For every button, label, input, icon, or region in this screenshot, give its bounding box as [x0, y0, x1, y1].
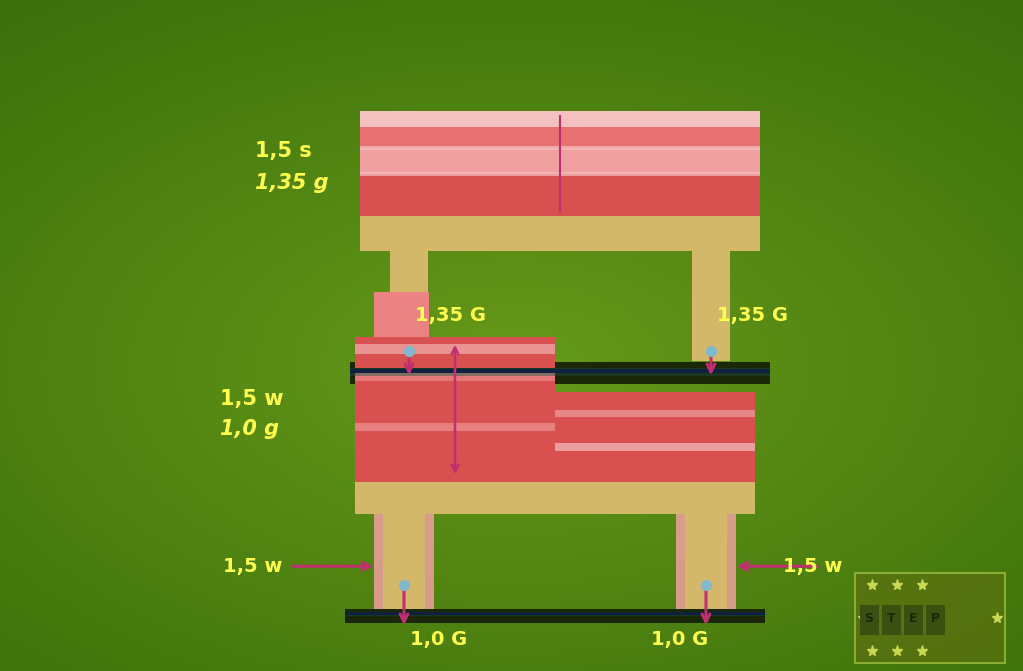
Text: P: P [931, 613, 939, 625]
Bar [360, 127, 760, 148]
Bar [345, 612, 765, 616]
Bar [555, 444, 755, 450]
Text: 1,35 g: 1,35 g [255, 173, 328, 193]
Bar [345, 612, 765, 615]
Bar [390, 251, 428, 361]
Bar [355, 337, 555, 482]
Bar [555, 392, 755, 482]
Bar [882, 605, 901, 635]
Bar [355, 373, 555, 380]
Bar [676, 514, 736, 609]
Bar [860, 605, 879, 635]
Bar [360, 111, 760, 127]
Text: 1,0 G: 1,0 G [410, 630, 468, 649]
Text: 1,5 s: 1,5 s [255, 141, 312, 161]
Bar [360, 174, 760, 216]
Bar [555, 410, 755, 417]
Bar [360, 148, 760, 174]
Bar [355, 423, 555, 431]
Bar [350, 369, 770, 373]
Text: T: T [887, 613, 895, 625]
Bar [383, 514, 425, 609]
Bar [345, 609, 765, 623]
Bar [685, 514, 727, 609]
Bar [350, 362, 770, 384]
Bar [355, 344, 555, 354]
Bar [360, 172, 760, 176]
Bar [360, 146, 760, 150]
Text: E: E [908, 613, 918, 625]
Bar [355, 482, 755, 514]
Bar [904, 605, 923, 635]
Text: 1,35 G: 1,35 G [717, 306, 788, 325]
Bar [374, 514, 434, 609]
Bar [374, 292, 429, 337]
Bar [350, 368, 770, 376]
Text: 1,5 w: 1,5 w [223, 557, 282, 576]
Text: 1,5 w: 1,5 w [220, 389, 283, 409]
Text: 1,5 w: 1,5 w [783, 557, 842, 576]
Text: 1,0 g: 1,0 g [220, 419, 279, 439]
Text: 1,35 G: 1,35 G [415, 306, 486, 325]
Bar [360, 216, 760, 251]
Text: 1,0 G: 1,0 G [651, 630, 708, 649]
Text: S: S [864, 613, 874, 625]
Bar [374, 292, 429, 337]
Bar [855, 573, 1005, 663]
Bar [926, 605, 945, 635]
Bar [692, 251, 730, 361]
